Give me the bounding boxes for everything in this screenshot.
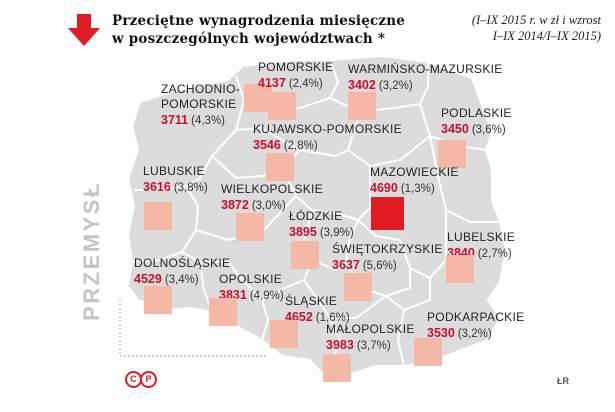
salary-value: 4529: [134, 272, 162, 286]
region-lubuskie: LUBUSKIE 3616 (3,8%): [143, 164, 208, 196]
salary-value: 3546: [253, 138, 281, 152]
salary-change: (3,6%): [471, 124, 506, 136]
region-name: KUJAWSKO-POMORSKIE: [253, 122, 402, 136]
region-opolskie: OPOLSKIE 3831 (4,9%): [219, 272, 284, 304]
salary-value: 3637: [332, 258, 360, 272]
salary-value: 3983: [326, 338, 354, 352]
salary-value: 4690: [370, 181, 398, 195]
salary-value: 3402: [348, 78, 376, 92]
value-marker-zachodniopomorskie: [244, 84, 272, 112]
salary-change: (2,4%): [288, 78, 323, 90]
value-marker-swietokrzyskie: [344, 273, 372, 301]
value-marker-kujawsko-pomorskie: [266, 153, 294, 181]
salary-change: (4,9%): [249, 290, 284, 302]
units-note: (I–IX 2015 r. w zł i wzrost: [471, 13, 601, 27]
region-mazowieckie: MAZOWIECKIE 4690 (1,3%): [370, 165, 459, 197]
value-marker-lodzkie: [291, 241, 319, 269]
salary-change: (3,7%): [356, 340, 391, 352]
salary-change: (4,3%): [191, 115, 225, 127]
region-name: ŁÓDZKIE: [289, 209, 343, 223]
region-name: ŚWIĘTOKRZYSKIE: [332, 242, 443, 256]
salary-change: (2,7%): [477, 248, 512, 260]
page-title: Przeciętne wynagrodzenia miesięczne: [112, 13, 406, 29]
region-name: MAZOWIECKIE: [370, 165, 459, 179]
arrow-down-icon: [68, 14, 100, 46]
value-marker-mazowieckie: [371, 197, 404, 230]
region-borders: [131, 59, 500, 379]
value-marker-podlaskie: [438, 140, 466, 168]
salary-change: (1,6%): [315, 312, 350, 324]
value-marker-lubelskie: [446, 255, 474, 283]
value-marker-slaskie: [270, 320, 298, 348]
region-name: WARMIŃSKO-MAZURSKIE: [348, 62, 503, 76]
region-name: PODLASKIE: [441, 106, 512, 120]
poland-outline: [126, 54, 508, 380]
value-marker-wielkopolskie: [236, 213, 264, 241]
page-subtitle: w poszczególnych województwach *: [112, 31, 386, 47]
value-marker-opolskie: [209, 298, 237, 326]
region-dolnoslaskie: DOLNOŚLĄSKIE 4529 (3,4%): [134, 256, 230, 288]
value-marker-malopolskie: [323, 354, 351, 382]
salary-value: 3711: [161, 113, 189, 127]
region-warminsko-mazurskie: WARMIŃSKO-MAZURSKIE 3402 (3,2%): [348, 62, 503, 94]
value-marker-podkarpackie: [414, 338, 442, 366]
value-marker-pomorskie: [268, 92, 296, 120]
region-pomorskie: POMORSKIE 4137 (2,4%): [258, 60, 333, 92]
region-name: ZACHODNIO-: [161, 82, 240, 96]
region-swietokrzyskie: ŚWIĘTOKRZYSKIE 3637 (5,6%): [332, 242, 443, 274]
salary-change: (3,8%): [173, 182, 208, 194]
salary-value: 3895: [289, 225, 317, 239]
region-name-cont: POMORSKIE: [161, 97, 237, 111]
publisher-p-icon: P: [140, 371, 157, 388]
salary-value: 3450: [441, 122, 469, 136]
value-marker-warminsko-mazurskie: [348, 92, 376, 120]
region-malopolskie: MAŁOPOLSKIE 3983 (3,7%): [326, 322, 415, 354]
salary-value: 3530: [427, 326, 455, 340]
industry-bracket: [119, 300, 268, 357]
region-name: MAŁOPOLSKIE: [326, 322, 415, 336]
salary-change: (3,4%): [164, 274, 199, 286]
region-name: PODKARPACKIE: [427, 310, 525, 324]
salary-value: 3616: [143, 180, 171, 194]
region-podkarpackie: PODKARPACKIE 3530 (3,2%): [427, 310, 524, 342]
value-marker-lubuskie: [144, 202, 172, 230]
region-name: POMORSKIE: [258, 60, 334, 74]
region-name: DOLNOŚLĄSKIE: [134, 256, 231, 270]
industry-label: PRZEMYSŁ: [79, 181, 104, 321]
region-lodzkie: ŁÓDZKIE 3895 (3,9%): [289, 209, 354, 241]
salary-change: (3,0%): [251, 200, 286, 212]
salary-value: 3872: [221, 198, 249, 212]
region-name: OPOLSKIE: [219, 272, 283, 286]
value-marker-dolnoslaskie: [144, 286, 172, 314]
salary-change: (3,2%): [457, 328, 492, 340]
region-zachodniopomorskie: ZACHODNIO- POMORSKIE 3711 (4,3%): [161, 82, 240, 129]
region-podlaskie: PODLASKIE 3450 (3,6%): [441, 106, 512, 138]
salary-change: (3,2%): [378, 80, 413, 92]
region-name: LUBUSKIE: [143, 164, 205, 178]
region-name: ŚLĄSKIE: [285, 294, 338, 308]
salary-change: (5,6%): [362, 260, 397, 272]
region-wielkopolskie: WIELKOPOLSKIE 3872 (3,0%): [221, 182, 323, 214]
author-initials: ŁR: [557, 376, 569, 386]
period-note: I–IX 2014/I–IX 2015): [492, 29, 601, 43]
region-kujawsko-pomorskie: KUJAWSKO-POMORSKIE 3546 (2,8%): [253, 122, 402, 154]
salary-value: 4137: [258, 76, 286, 90]
salary-change: (3,9%): [319, 227, 354, 239]
salary-change: (1,3%): [400, 183, 435, 195]
region-name: WIELKOPOLSKIE: [221, 182, 323, 196]
region-name: LUBELSKIE: [447, 230, 516, 244]
salary-change: (2,8%): [283, 140, 318, 152]
